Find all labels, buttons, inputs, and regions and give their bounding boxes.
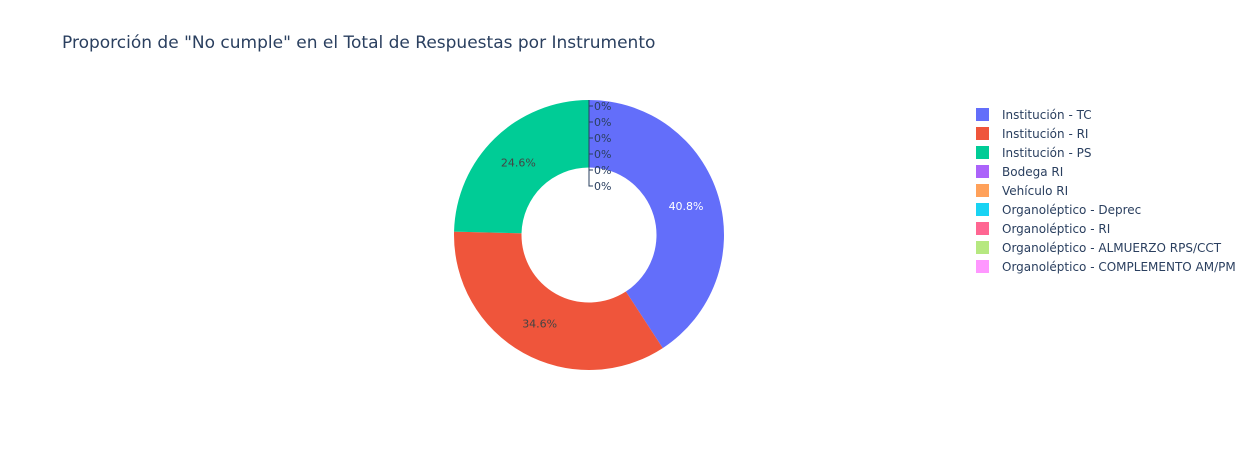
slice-institucion-tc[interactable] xyxy=(589,100,724,349)
slice-institucion-ri[interactable] xyxy=(453,231,663,370)
legend-swatch xyxy=(976,165,989,178)
legend-item-organoleptico-almuerzo-rps-cct[interactable]: Organoléptico - ALMUERZO RPS/CCT xyxy=(976,238,1236,257)
data-label-institucion-ri: 34.6% xyxy=(522,317,557,330)
legend-swatch xyxy=(976,222,989,235)
chart-title: Proporción de "No cumple" en el Total de… xyxy=(62,33,656,53)
labels-layer: 40.8% 34.6% 24.6% 0% 0% 0% 0% 0% 0% xyxy=(501,100,704,330)
data-label-institucion-ps: 24.6% xyxy=(501,157,536,170)
data-label-institucion-tc: 40.8% xyxy=(669,200,704,213)
legend-item-institucion-ri[interactable]: Institución - RI xyxy=(976,124,1236,143)
legend-item-organoleptico-complemento-am-pm[interactable]: Organoléptico - COMPLEMENTO AM/PM xyxy=(976,257,1236,276)
legend-item-organoleptico-deprec[interactable]: Organoléptico - Deprec xyxy=(976,200,1236,219)
legend-swatch xyxy=(976,184,989,197)
legend-item-institucion-ps[interactable]: Institución - PS xyxy=(976,143,1236,162)
legend-swatch xyxy=(976,203,989,216)
legend-swatch xyxy=(976,127,989,140)
legend-label: Vehículo RI xyxy=(1002,183,1069,198)
leader-line-organoleptico-complemento-am-pm xyxy=(588,100,593,187)
data-label-organoleptico-ri: 0% xyxy=(594,148,611,161)
data-label-organoleptico-almuerzo-rps-cct: 0% xyxy=(594,164,611,177)
legend-label: Bodega RI xyxy=(1002,164,1064,179)
data-label-organoleptico-complemento-am-pm: 0% xyxy=(594,180,611,193)
legend-item-institucion-tc[interactable]: Institución - TC xyxy=(976,105,1236,124)
legend-item-vehiculo-ri[interactable]: Vehículo RI xyxy=(976,181,1236,200)
data-label-organoleptico-deprec: 0% xyxy=(594,132,611,145)
legend-item-organoleptico-ri[interactable]: Organoléptico - RI xyxy=(976,219,1236,238)
slice-institucion-ps[interactable] xyxy=(454,100,589,234)
legend-label: Organoléptico - COMPLEMENTO AM/PM xyxy=(1002,259,1236,274)
legend: Institución - TC Institución - RI Instituc… xyxy=(976,105,1236,276)
legend-label: Institución - RI xyxy=(1002,126,1089,141)
legend-swatch xyxy=(976,108,989,121)
legend-swatch xyxy=(976,146,989,159)
legend-label: Organoléptico - Deprec xyxy=(1002,202,1142,217)
legend-swatch xyxy=(976,241,989,254)
legend-item-bodega-ri[interactable]: Bodega RI xyxy=(976,162,1236,181)
legend-swatch xyxy=(976,260,989,273)
legend-label: Organoléptico - RI xyxy=(1002,221,1111,236)
slices-layer xyxy=(453,100,724,370)
legend-label: Organoléptico - ALMUERZO RPS/CCT xyxy=(1002,240,1222,255)
legend-label: Institución - PS xyxy=(1002,145,1092,160)
data-label-vehiculo-ri: 0% xyxy=(594,116,611,129)
legend-label: Institución - TC xyxy=(1002,107,1092,122)
data-label-bodega-ri: 0% xyxy=(594,100,611,113)
